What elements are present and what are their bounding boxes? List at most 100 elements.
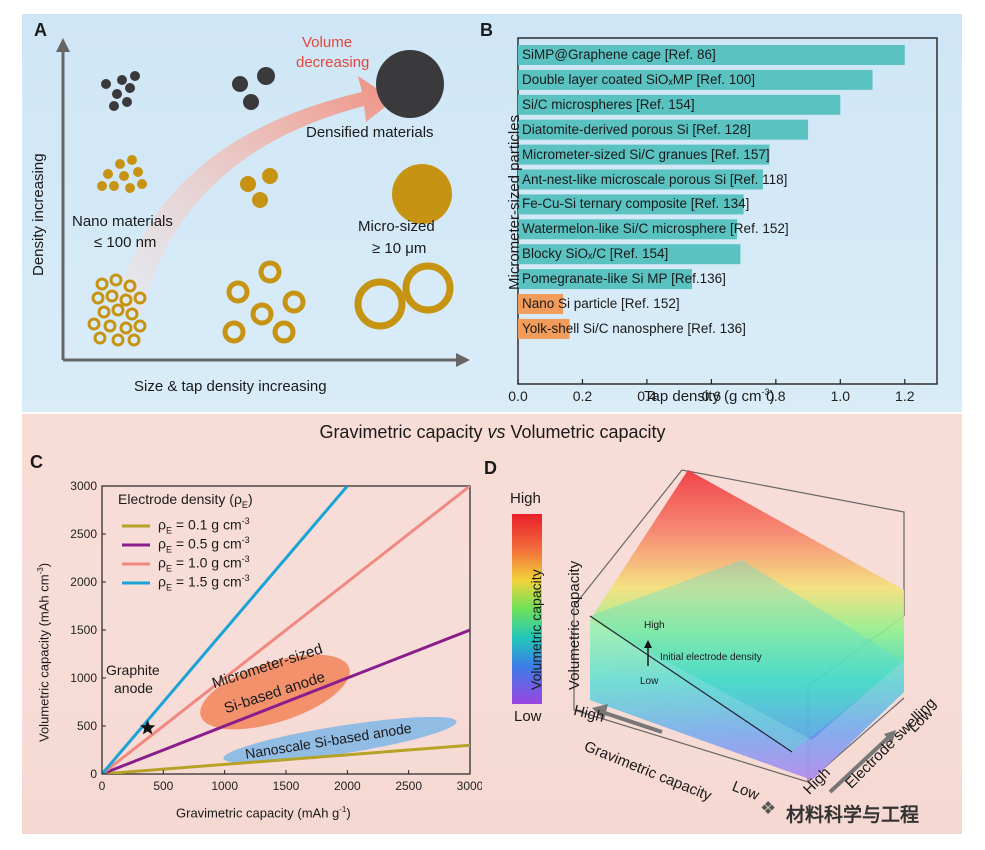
bar-9 [518, 269, 693, 290]
c-ytick-label-4: 2000 [70, 575, 97, 589]
b-xtick-label-0: 0.0 [508, 388, 528, 404]
b-xtick-label-3: 0.6 [702, 388, 722, 404]
c-xtick-label-3: 1500 [273, 779, 300, 793]
c-xtick-label-6: 3000 [457, 779, 482, 793]
panel-d-figure [512, 469, 905, 794]
bar-label-4: Micrometer-sized Si/C granues [Ref. 157] [522, 146, 770, 162]
c-ytick-label-6: 3000 [70, 479, 97, 493]
panel-a-y-arrowhead [56, 38, 70, 52]
bar-3 [518, 119, 809, 140]
panel-a-letter: A [34, 20, 47, 40]
colorbar [512, 514, 542, 704]
c-xtick-label-0: 0 [99, 779, 106, 793]
bar-label-7: Watermelon-like Si/C microsphere [Ref. 1… [522, 221, 789, 237]
c-xtick-label-5: 2500 [395, 779, 422, 793]
series-line-0 [102, 743, 470, 774]
c-xtick-label-1: 500 [153, 779, 173, 793]
c-ytick-label-3: 1500 [70, 623, 97, 637]
micro-region-ellipse [200, 654, 350, 730]
colorbar-high-label: High [510, 490, 541, 507]
panel-b-x-label: Tap density (g cm-3) [644, 387, 775, 405]
colorbar-low-label: Low [514, 708, 542, 725]
panel-a-y-label: Density increasing [30, 153, 47, 276]
bar-label-8: Blocky SiOₓ/C [Ref. 154] [522, 246, 669, 262]
medium-gold-particles [240, 168, 278, 208]
micro-label-line1: Micro-sized [358, 218, 435, 235]
bar-label-10: Nano Si particle [Ref. 152] [522, 296, 680, 311]
nano-gold-particles [97, 155, 147, 193]
c-ytick-label-0: 0 [90, 767, 97, 781]
density-arrowhead [644, 640, 652, 648]
c-ytick-label-2: 1000 [70, 671, 97, 685]
density-label: Initial electrode density [660, 652, 762, 663]
densified-dark-particle [376, 50, 444, 118]
bar-2 [518, 94, 841, 115]
bar-10 [518, 294, 564, 314]
b-xtick-label-5: 1.0 [831, 388, 851, 404]
bar-label-3: Diatomite-derived porous Si [Ref. 128] [522, 121, 751, 137]
surface-side [590, 620, 904, 780]
panel-b-y-label: Micrometer-sized particles [506, 114, 523, 290]
nano-label-line2: ≤ 100 nm [94, 234, 157, 251]
legend-title: Electrode density (ρE) [118, 491, 253, 510]
density-high-label: High [644, 620, 665, 631]
micro-gold-rings [354, 262, 454, 330]
b-xtick-label-6: 1.2 [895, 388, 915, 404]
b-xtick-label-2: 0.4 [637, 388, 657, 404]
bar-label-1: Double layer coated SiOₓMP [Ref. 100] [522, 71, 756, 87]
volume-label-line2: decreasing [296, 54, 370, 71]
panel-c-letter: C [30, 452, 43, 472]
micro-gold-particle [392, 164, 452, 224]
nano-dark-particles [101, 71, 140, 111]
density-plane [590, 560, 904, 752]
legend-entry-0: ρE = 0.1 g cm-3 [158, 516, 250, 536]
graphite-star-marker [140, 719, 156, 735]
densified-label: Densified materials [306, 124, 434, 141]
nano-label-line1: Nano materials [72, 213, 173, 230]
micro-label-line2: ≥ 10 μm [372, 240, 427, 257]
bar-4 [518, 144, 770, 165]
medium-gold-rings [222, 260, 306, 344]
b-xtick-label-4: 0.8 [766, 388, 786, 404]
c-ytick-label-5: 2500 [70, 527, 97, 541]
bar-11 [518, 318, 570, 339]
bar-label-5: Ant-nest-like microscale porous Si [Ref.… [522, 171, 788, 187]
bar-label-0: SiMP@Graphene cage [Ref. 86] [522, 47, 716, 62]
swelling-arrowhead [884, 730, 896, 744]
c-xtick-label-4: 2000 [334, 779, 361, 793]
volume-decreasing-arrow [114, 76, 394, 314]
panel-a-x-label: Size & tap density increasing [134, 378, 327, 395]
legend-entry-3: ρE = 1.5 g cm-3 [158, 573, 250, 593]
density-line [589, 615, 793, 753]
bar-8 [518, 244, 741, 265]
legend-entry-2: ρE = 1.0 g cm-3 [158, 554, 250, 574]
gravimetric-arrowhead [592, 704, 608, 720]
panel-d-z-label: Volumetric capacity [566, 560, 583, 690]
panel-b-chart: 0.0 0.2 0.4 0.6 0.8 1.0 1.2 [508, 37, 938, 404]
panel-b-letter: B [480, 20, 493, 40]
panel-c-x-label: Gravimetric capacity (mAh g-1) [176, 805, 351, 821]
panel-d-letter: D [484, 458, 497, 478]
bar-label-6: Fe-Cu-Si ternary composite [Ref. 134] [522, 196, 750, 212]
section-title: Gravimetric capacity vs Volumetric capac… [319, 422, 666, 442]
wechat-icon: ❖ [760, 798, 777, 818]
graphite-label-line2: anode [114, 680, 153, 696]
series-line-2 [102, 486, 470, 774]
colorbar-title: Volumetric capacity [528, 569, 544, 690]
panel-c-chart: 0 500 1000 1500 2000 2500 3000 0 500 1000 1500 2000… [70, 479, 482, 793]
bar-label-11: Yolk-shell Si/C nanosphere [Ref. 136] [522, 320, 746, 336]
c-ytick-label-1: 500 [77, 719, 97, 733]
b-xtick-label-1: 0.2 [573, 388, 593, 404]
nano-region-ellipse [223, 716, 457, 764]
nano-gold-rings [87, 273, 147, 347]
panel-a-x-arrowhead [456, 353, 470, 367]
panel-c-y-label: Volumetric capacity (mAh cm-3) [36, 562, 52, 742]
medium-dark-particles [232, 67, 275, 110]
bar-5 [518, 169, 763, 190]
density-low-label: Low [640, 676, 659, 687]
swelling-arrow [828, 734, 892, 794]
bar-label-9: Pomegranate-like Si MP [Ref.136] [522, 271, 726, 287]
series-line-1 [102, 628, 470, 774]
bar-7 [518, 219, 738, 240]
bar-1 [518, 69, 873, 90]
